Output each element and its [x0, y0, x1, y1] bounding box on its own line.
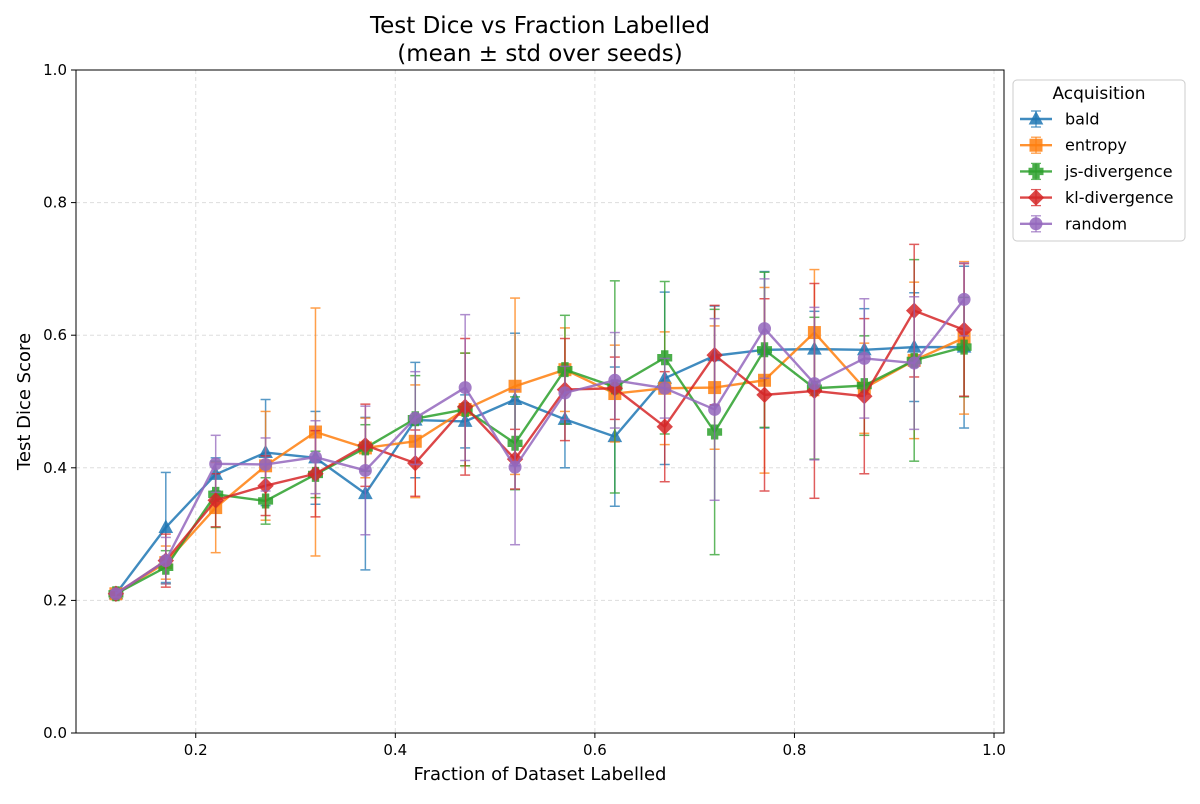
data-point	[458, 381, 472, 395]
y-tick-label: 0.2	[43, 591, 67, 609]
legend-entry-kl-divergence: kl-divergence	[1020, 188, 1173, 207]
data-point	[756, 386, 773, 404]
legend-label: js-divergence	[1064, 162, 1173, 181]
x-tick-label: 0.6	[583, 741, 607, 759]
data-point	[408, 411, 422, 425]
data-point	[358, 463, 372, 477]
data-point	[259, 457, 273, 471]
legend-entry-random: random	[1020, 214, 1127, 233]
series-line	[115, 345, 965, 595]
y-tick-label: 0.8	[43, 194, 67, 212]
y-tick-label: 0.0	[43, 724, 67, 742]
y-axis-label: Test Dice Score	[14, 333, 35, 471]
data-point	[957, 292, 971, 306]
data-point	[558, 386, 572, 400]
data-point	[708, 402, 722, 416]
data-point	[658, 381, 672, 395]
legend-box	[1012, 79, 1186, 242]
legend-marker	[1028, 163, 1044, 179]
data-point	[508, 460, 522, 474]
x-tick-label: 0.8	[783, 741, 807, 759]
legend-entry-entropy: entropy	[1020, 136, 1127, 155]
legend-marker	[1029, 217, 1043, 231]
series-layer	[107, 243, 973, 602]
data-point	[109, 587, 123, 601]
legend-label: random	[1065, 214, 1127, 233]
legend-marker	[1029, 138, 1043, 152]
legend-label: bald	[1065, 110, 1100, 129]
chart-title-line1: Test Dice vs Fraction Labelled	[369, 13, 710, 39]
legend-label: entropy	[1065, 136, 1127, 155]
data-point	[857, 351, 871, 365]
plot-frame	[75, 69, 1005, 734]
data-point	[907, 356, 921, 370]
data-point	[159, 554, 173, 568]
series-bald	[108, 265, 972, 600]
series-line	[114, 345, 965, 595]
series-kl-divergence	[107, 243, 973, 602]
data-point	[158, 519, 174, 533]
data-point	[758, 322, 772, 336]
data-point	[209, 457, 223, 471]
series-line	[115, 309, 965, 595]
series-line	[115, 331, 965, 595]
data-point	[308, 450, 322, 464]
x-tick-label: 0.4	[383, 741, 407, 759]
y-tick-label: 1.0	[43, 61, 67, 79]
y-tick-label: 0.4	[43, 459, 67, 477]
chart-title-line2: (mean ± std over seeds)	[397, 41, 682, 67]
data-point	[608, 373, 622, 387]
legend-label: kl-divergence	[1065, 188, 1173, 207]
legend-title: Acquisition	[1052, 84, 1145, 104]
x-tick-label: 1.0	[982, 741, 1006, 759]
legend-entry-js-divergence: js-divergence	[1020, 162, 1173, 181]
legend-entry-bald: bald	[1020, 110, 1100, 129]
legend-marker	[1027, 189, 1045, 206]
legend: Acquisition bald entropy js-divergence kl-d…	[1012, 79, 1186, 242]
data-point	[207, 492, 224, 509]
x-axis-label: Fraction of Dataset Labelled	[414, 764, 667, 785]
data-point	[807, 377, 821, 391]
y-tick-label: 0.6	[43, 326, 67, 344]
series-line	[115, 298, 966, 595]
ticks: 0.2 0.4 0.6 0.8 1.0 0.0 0.2 0.4 0.6 0.8 1.0	[43, 61, 1006, 759]
data-point	[656, 418, 673, 435]
x-tick-label: 0.2	[184, 741, 208, 759]
legend-marker	[1028, 110, 1044, 125]
series-random	[109, 262, 971, 601]
legend-entries: bald entropy js-divergence kl-divergence ran…	[1020, 110, 1173, 233]
